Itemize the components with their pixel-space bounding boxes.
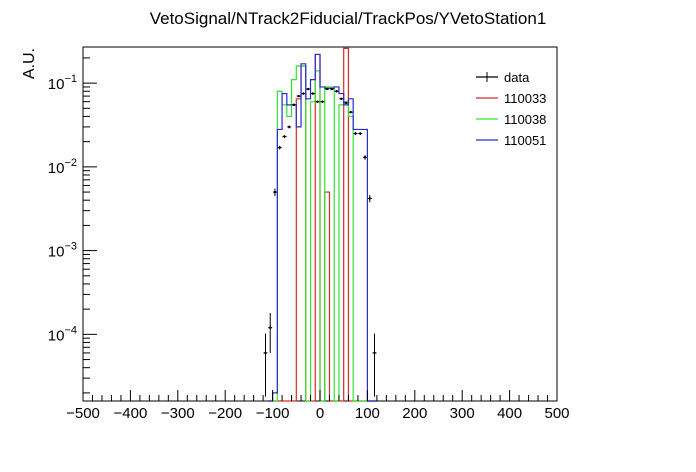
y-axis-label: A.U.	[21, 48, 38, 79]
x-tick-label: 100	[355, 405, 380, 422]
y-tick-label: 10−2	[48, 157, 77, 177]
data-point	[349, 110, 353, 114]
data-point	[278, 146, 281, 149]
x-tick-label: −300	[161, 405, 195, 422]
legend-label-110051: 110051	[504, 133, 546, 148]
x-tick-label: −500	[66, 405, 100, 422]
x-tick-label: 300	[450, 405, 475, 422]
data-point	[344, 101, 348, 105]
y-tick-base: 10	[48, 327, 65, 344]
data-point	[264, 351, 267, 355]
data-point	[302, 92, 305, 95]
y-tick-exponent: −2	[64, 157, 77, 169]
data-point	[354, 132, 357, 135]
y-tick-label: 10−4	[48, 324, 77, 344]
x-tick-label: 200	[402, 405, 427, 422]
chart-title: VetoSignal/NTrack2Fiducial/TrackPos/YVet…	[150, 9, 547, 28]
y-tick-exponent: −3	[64, 241, 77, 253]
legend: data 110033 110038 110051	[476, 70, 546, 148]
data-point	[368, 197, 371, 200]
y-tick-base: 10	[48, 76, 65, 93]
data-point	[297, 94, 300, 98]
y-tick-exponent: −1	[64, 73, 77, 85]
data-point	[359, 132, 362, 135]
x-tick-label: 500	[544, 405, 569, 422]
series-110051-histogram	[267, 53, 377, 402]
x-tick-label: −200	[208, 405, 242, 422]
x-tick-label: −400	[114, 405, 148, 422]
data-point	[335, 90, 338, 93]
y-tick-exponent: −4	[64, 324, 77, 336]
x-tick-label: −100	[256, 405, 290, 422]
y-tick-label: 10−3	[48, 241, 77, 261]
legend-label-data: data	[504, 70, 530, 85]
data-point	[321, 100, 324, 103]
data-point	[273, 190, 277, 194]
data-point	[311, 92, 315, 95]
data-point	[330, 87, 334, 91]
data-point	[283, 135, 286, 138]
y-tick-base: 10	[48, 160, 65, 177]
data-point	[363, 156, 367, 159]
series-110038-histogram	[267, 65, 377, 402]
data-point	[287, 125, 291, 129]
series-layer	[263, 47, 377, 402]
legend-label-110033: 110033	[504, 91, 546, 106]
data-point	[306, 87, 310, 91]
data-point	[316, 100, 319, 103]
axis-layer: −500 −400 −300 −200 −100 0 100 200 300 400 50010−4…	[48, 57, 570, 422]
x-tick-label: 0	[316, 405, 324, 422]
data-point	[292, 103, 296, 107]
data-point	[373, 351, 376, 355]
y-tick-base: 10	[48, 244, 65, 261]
y-tick-label: 10−1	[48, 73, 77, 93]
data-point	[325, 87, 329, 91]
x-tick-label: 400	[497, 405, 522, 422]
data-point	[340, 97, 343, 100]
data-point	[269, 326, 272, 329]
legend-label-110038: 110038	[504, 112, 546, 127]
